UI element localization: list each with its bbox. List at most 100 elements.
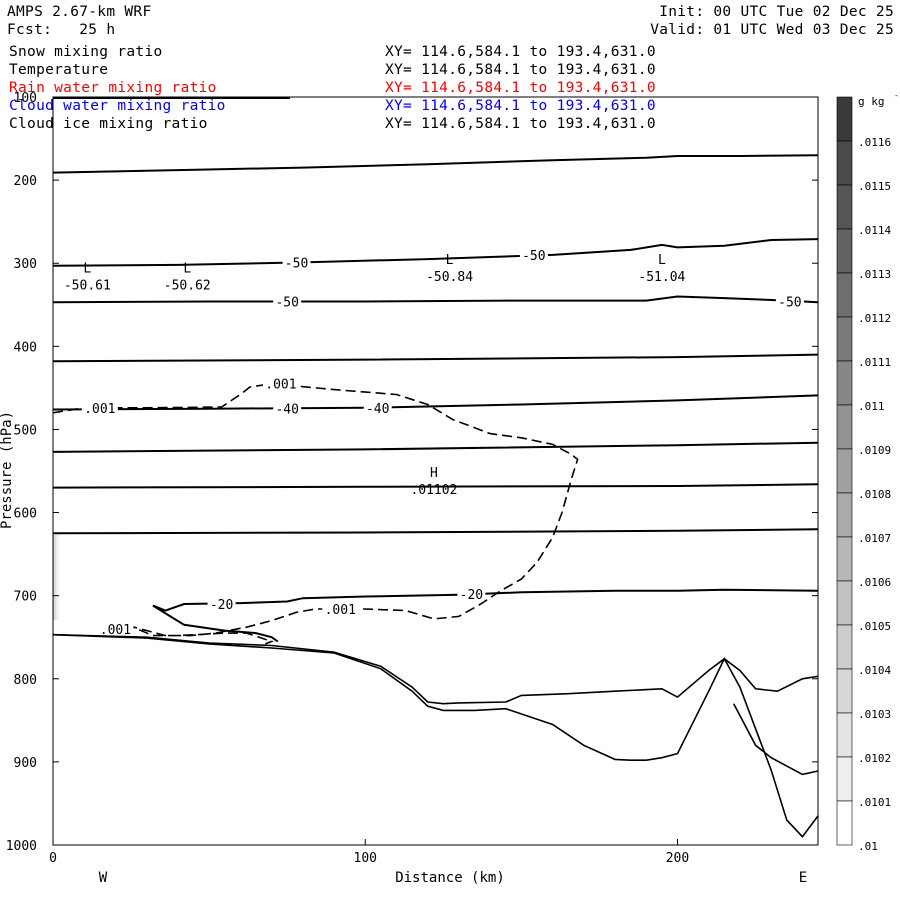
terrain-lower-line: [52, 633, 819, 838]
isotherm-line: [52, 238, 819, 267]
isotherm-line: [152, 604, 279, 643]
contour-label: -40: [275, 403, 298, 418]
contour-label-bg: [363, 400, 392, 414]
y-tick-label: 500: [14, 423, 37, 438]
shading-patch: [53, 535, 62, 620]
colorbar-swatch: [836, 360, 853, 406]
y-tick-label: 900: [14, 756, 37, 771]
forecast-hours: 25 h: [79, 22, 116, 38]
isotherm-line: [52, 441, 819, 453]
colorbar-swatch: [836, 580, 853, 626]
extremum-mark: L: [446, 253, 454, 268]
colorbar-unit-exponent: -1: [894, 91, 900, 100]
colorbar-swatch: [836, 448, 853, 494]
field-xy-range: XY= 114.6,584.1 to 193.4,631.0: [385, 116, 656, 132]
forecast-label-text: Fcst:: [7, 22, 53, 38]
contour-label-bg: [97, 621, 134, 635]
colorbar-swatch: [836, 404, 853, 450]
contour-label-bg: [207, 596, 236, 610]
contour-label: -50: [778, 295, 801, 310]
contour-label: -50: [275, 295, 298, 310]
colorbar-label: .0112: [858, 312, 891, 325]
contour-label: -20: [210, 598, 233, 613]
colorbar-swatch: [836, 316, 853, 362]
colorbar-swatch: [836, 492, 853, 538]
contour-label: -50: [285, 256, 308, 271]
extremum-mark: L: [658, 253, 666, 268]
x-tick-label: 0: [49, 851, 57, 866]
plot-labels: -50 -50 -50 -50 -40 -40 -20 -20 .001 .001 .001 .001…: [64, 247, 804, 638]
colorbar-label: .0114: [858, 224, 891, 237]
colorbar-label: .0115: [858, 180, 891, 193]
colorbar-label: .0109: [858, 444, 891, 457]
field-xy-range: XY= 114.6,584.1 to 193.4,631.0: [385, 62, 656, 78]
contour-label: -50: [522, 249, 545, 264]
init-time: Init: 00 UTC Tue 02 Dec 25: [659, 4, 894, 20]
y-tick-label: 700: [14, 590, 37, 605]
y-tick-label: 300: [14, 257, 37, 272]
contour-label: .001: [325, 603, 356, 618]
extremum-value: -50.61: [64, 279, 111, 294]
contour-label-bg: [282, 255, 311, 269]
model-title: AMPS 2.67-km WRF: [7, 4, 152, 20]
extremum-value: -50.84: [426, 270, 473, 285]
contour-label: -40: [366, 402, 389, 417]
colorbar-unit: g kg: [858, 95, 885, 108]
field-name: Snow mixing ratio: [9, 44, 163, 60]
colorbar-label: .01: [858, 840, 878, 853]
extremum-value: -51.04: [638, 270, 685, 285]
colorbar-label: .0108: [858, 488, 891, 501]
field-xy-range: XY= 114.6,584.1 to 193.4,631.0: [385, 98, 656, 114]
colorbar: .0116 .0115 .0114 .0113 .0112 .0111 .011 .0109.…: [836, 91, 900, 853]
y-tick-label: 600: [14, 507, 37, 522]
colorbar-swatch: [836, 184, 853, 230]
field-name: Cloud water mixing ratio: [9, 98, 226, 114]
east-label: E: [799, 870, 807, 886]
contour-label: .001: [84, 402, 115, 417]
isotherm-line: [52, 394, 819, 411]
colorbar-swatch: [836, 140, 853, 186]
plot-lines: [52, 154, 819, 838]
axes: 100 200 300 400 500 600 700 800 900 1000 0 100 200 Di…: [0, 91, 818, 886]
colorbar-swatch: [836, 96, 853, 142]
terrain-branch-line: [732, 703, 819, 776]
contour-label-bg: [322, 601, 359, 615]
colorbar-swatch: [836, 228, 853, 274]
contour-label-bg: [775, 294, 804, 308]
colorbar-swatch: [836, 536, 853, 582]
y-tick-label: 200: [14, 174, 37, 189]
contour-label-bg: [273, 401, 302, 415]
colorbar-label: .011: [858, 400, 885, 413]
colorbar-label: .0105: [858, 620, 891, 633]
extremum-mark: L: [183, 262, 191, 277]
y-tick-label: 400: [14, 340, 37, 355]
contour-label-bg: [262, 376, 299, 390]
snow-mixing-ratio-contour: [52, 382, 579, 645]
field-name: Temperature: [9, 62, 109, 78]
isotherm-line: [152, 588, 819, 612]
contour-label-bg: [457, 587, 486, 601]
valid-time: Valid: 01 UTC Wed 03 Dec 25: [650, 22, 894, 38]
plot-frame: [52, 96, 819, 846]
y-tick-label: 800: [14, 673, 37, 688]
contour-label: -20: [460, 588, 483, 603]
extremum-value: -50.62: [164, 279, 211, 294]
x-axis-title: Distance (km): [395, 870, 505, 886]
contour-label-bg: [519, 247, 548, 261]
contour-label-bg: [273, 294, 302, 308]
isotherm-line: [52, 528, 819, 535]
colorbar-swatch: [836, 272, 853, 318]
forecast-label: Fcst: 25 h: [7, 21, 115, 39]
colorbar-label: .0102: [858, 752, 891, 765]
field-xy-range: XY= 114.6,584.1 to 193.4,631.0: [385, 44, 656, 60]
colorbar-label: .0103: [858, 708, 891, 721]
isotherm-line: [52, 154, 819, 174]
extremum-mark: H: [430, 466, 438, 481]
field-name: Cloud ice mixing ratio: [9, 116, 208, 132]
y-tick-label: 1000: [6, 839, 37, 854]
colorbar-label: .0107: [858, 532, 891, 545]
colorbar-swatch: [836, 668, 853, 714]
colorbar-label: .0104: [858, 664, 891, 677]
field-name: Rain water mixing ratio: [9, 80, 217, 96]
west-label: W: [99, 870, 108, 886]
